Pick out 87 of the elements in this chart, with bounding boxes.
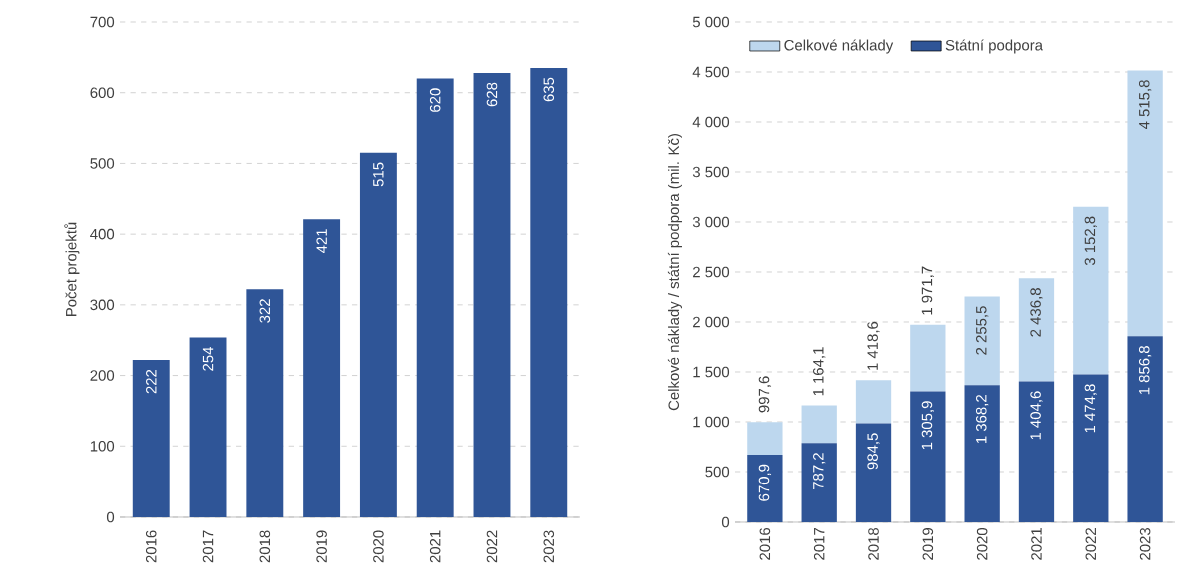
x-tick-label: 2023 (543, 530, 555, 563)
bar (530, 67, 568, 517)
bar (964, 296, 1000, 386)
y-axis-title: Počet projektů (64, 222, 80, 317)
data-label: 984,5 (867, 433, 880, 470)
bar (855, 380, 892, 424)
data-label: 254 (202, 346, 214, 371)
x-tick-label: 2021 (429, 530, 441, 563)
bar (303, 219, 341, 517)
y-tick-label: 5 000 (692, 16, 730, 28)
bar (855, 423, 892, 522)
x-tick-label: 2016 (145, 530, 157, 563)
bar (1073, 374, 1109, 522)
legend-label: Státní podpora (945, 39, 1043, 54)
bar (910, 391, 946, 522)
data-label: 222 (146, 369, 157, 394)
y-tick-label: 4 000 (692, 116, 730, 128)
x-tick-label: 2021 (1031, 528, 1042, 560)
total-label: 4 515,8 (1138, 80, 1152, 130)
x-tick-label: 2020 (373, 530, 384, 563)
x-tick-label: 2023 (1139, 527, 1151, 560)
bar (416, 78, 454, 517)
x-tick-label: 2018 (259, 530, 271, 563)
y-tick-label: 400 (90, 228, 115, 240)
y-tick-label: 0 (721, 516, 730, 528)
total-label: 2 436,8 (1030, 288, 1043, 337)
total-label: 2 255,5 (976, 306, 989, 355)
data-label: 1 856,8 (1138, 346, 1152, 395)
y-tick-label: 600 (90, 87, 115, 98)
total-label: 1 164,1 (813, 347, 826, 396)
x-tick-label: 2020 (976, 527, 988, 560)
y-tick-label: 0 (106, 511, 115, 523)
y-tick-label: 1 500 (693, 366, 730, 378)
bar (132, 360, 170, 517)
bar (246, 289, 284, 517)
y-tick-label: 1 000 (693, 416, 730, 428)
total-label: 1 971,7 (921, 266, 934, 315)
data-label: 515 (373, 162, 384, 187)
bar (1127, 70, 1163, 337)
y-tick-label: 4 500 (692, 66, 730, 78)
data-label: 670,9 (758, 464, 772, 501)
y-tick-label: 3 500 (692, 166, 730, 178)
bar (747, 422, 783, 455)
y-tick-label: 100 (90, 441, 115, 452)
bar (801, 405, 837, 444)
data-label: 322 (259, 299, 271, 323)
data-label: 421 (316, 229, 327, 254)
data-label: 628 (486, 82, 498, 107)
y-tick-label: 2 500 (693, 266, 730, 278)
bar (801, 443, 837, 522)
bar (910, 324, 946, 392)
total-label: 1 418,6 (867, 321, 880, 370)
total-label: 3 152,8 (1084, 216, 1097, 266)
x-tick-label: 2018 (868, 527, 879, 560)
bar (1018, 278, 1055, 382)
x-tick-label: 2016 (759, 527, 771, 560)
x-tick-label: 2022 (486, 530, 498, 563)
y-tick-label: 2 000 (693, 316, 730, 328)
x-tick-label: 2019 (316, 530, 327, 563)
bar (359, 152, 397, 517)
x-tick-label: 2019 (922, 528, 934, 560)
x-tick-label: 2022 (1085, 528, 1097, 560)
y-tick-label: 500 (705, 466, 730, 478)
x-tick-label: 2017 (202, 530, 214, 563)
legend-label: Celkové náklady (784, 39, 894, 54)
bar (1127, 336, 1163, 522)
bar (1073, 206, 1109, 375)
data-label: 1 474,8 (1084, 384, 1097, 433)
y-axis-title: Celkové náklady / státní podpora (mil. Kč) (667, 134, 682, 411)
data-label: 635 (543, 77, 555, 102)
bar (1018, 381, 1055, 522)
data-label: 1 368,2 (976, 395, 989, 444)
data-label: 620 (429, 88, 441, 112)
data-label: 1 305,9 (921, 401, 934, 450)
y-tick-label: 700 (90, 16, 115, 28)
bar (747, 454, 783, 522)
bar (964, 385, 1000, 522)
y-tick-label: 300 (90, 299, 115, 311)
bar (473, 72, 511, 517)
y-tick-label: 3 000 (692, 216, 730, 228)
y-tick-label: 200 (90, 370, 115, 381)
total-label: 997,6 (758, 376, 772, 413)
y-tick-label: 500 (90, 158, 115, 169)
data-label: 1 404,6 (1030, 391, 1043, 440)
bar (189, 337, 227, 517)
data-label: 787,2 (813, 453, 826, 490)
x-tick-label: 2017 (813, 528, 825, 560)
